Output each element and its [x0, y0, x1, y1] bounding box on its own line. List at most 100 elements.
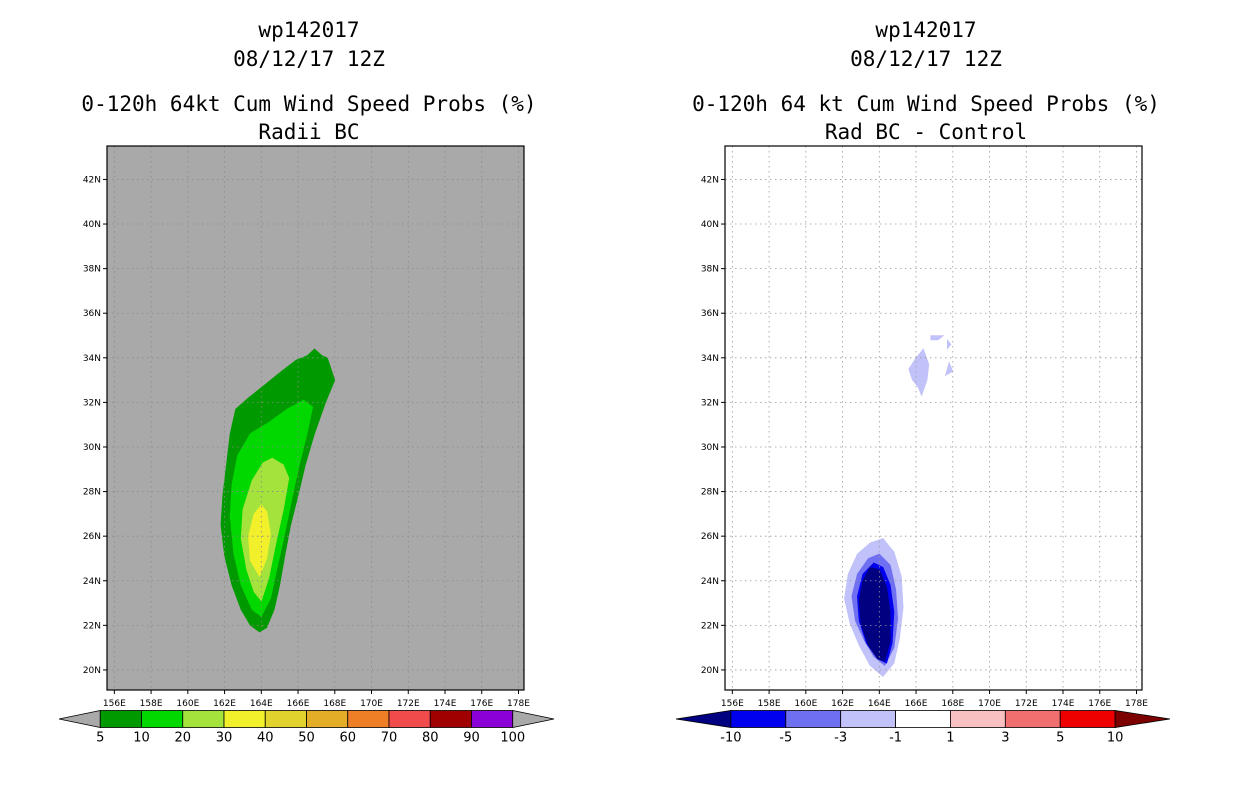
- right-colorbar-swatch: [1004, 710, 1061, 728]
- left-colorbar-swatch: [99, 710, 142, 728]
- left-colorbar-extend-low: [58, 710, 101, 728]
- left-colorbar-swatch: [306, 710, 349, 728]
- left-x-tick-label: 158E: [140, 699, 163, 709]
- left-plot-frame: [106, 145, 525, 691]
- right-colorbar-label: 1: [946, 731, 954, 746]
- left-title-line-3: 0-120h 64kt Cum Wind Speed Probs (%): [81, 92, 537, 116]
- right-colorbar-label: -5: [779, 731, 792, 746]
- right-colorbar-extend-high: [1114, 710, 1171, 728]
- left-y-tick-label: 30N: [83, 443, 101, 453]
- right-colorbar-swatch: [785, 710, 842, 728]
- right-colorbar-label: 3: [1001, 731, 1009, 746]
- right-colorbar-label: -10: [720, 731, 741, 746]
- right-colorbar-swatch: [950, 710, 1006, 728]
- left-colorbar-label: 90: [463, 731, 480, 746]
- left-y-tick-label: 20N: [83, 666, 101, 676]
- left-colorbar-swatch: [141, 710, 184, 728]
- right-y-tick-label: 24N: [701, 577, 719, 587]
- left-colorbar-label: 20: [174, 731, 191, 746]
- left-colorbar-label: 70: [381, 731, 398, 746]
- left-colorbar-swatch: [182, 710, 225, 728]
- left-colorbar-label: 5: [96, 731, 104, 746]
- right-y-tick-label: 40N: [701, 220, 719, 230]
- left-colorbar-swatch: [429, 710, 472, 728]
- left-y-tick-label: 38N: [83, 265, 101, 275]
- right-y-tick-label: 28N: [701, 488, 719, 498]
- left-x-tick-label: 174E: [434, 699, 457, 709]
- right-x-tick-label: 176E: [1088, 699, 1111, 709]
- left-title-line-2: 08/12/17 12Z: [233, 47, 385, 71]
- right-contour-7-level: [858, 567, 891, 662]
- right-colorbar-swatch: [1059, 710, 1116, 728]
- left-y-tick-label: 36N: [83, 309, 101, 319]
- left-colorbar-swatch: [347, 710, 390, 728]
- right-colorbar-label: 10: [1107, 731, 1124, 746]
- right-y-tick-label: 42N: [701, 175, 719, 185]
- right-y-tick-label: 20N: [701, 666, 719, 676]
- right-title-line-3: 0-120h 64 kt Cum Wind Speed Probs (%): [692, 92, 1160, 116]
- left-title-line-4: Radii BC: [258, 120, 360, 144]
- right-y-tick-label: 34N: [701, 354, 719, 364]
- right-colorbar-label: 5: [1056, 731, 1064, 746]
- left-colorbar-swatch: [223, 710, 266, 728]
- left-x-tick-label: 156E: [103, 699, 126, 709]
- right-y-tick-label: 32N: [701, 398, 719, 408]
- right-contour-layer: [844, 335, 954, 678]
- left-y-tick-label: 24N: [83, 577, 101, 587]
- left-colorbar-label: 50: [298, 731, 315, 746]
- right-x-tick-label: 156E: [721, 699, 744, 709]
- right-x-tick-label: 172E: [1015, 699, 1038, 709]
- left-x-tick-label: 178E: [507, 699, 530, 709]
- left-colorbar-swatch: [264, 710, 307, 728]
- right-x-tick-label: 164E: [868, 699, 891, 709]
- right-colorbar-label: -1: [889, 731, 902, 746]
- right-x-tick-label: 158E: [758, 699, 781, 709]
- left-x-tick-label: 160E: [176, 699, 199, 709]
- left-colorbar-label: 100: [500, 731, 525, 746]
- left-y-tick-label: 40N: [83, 220, 101, 230]
- right-y-tick-label: 30N: [701, 443, 719, 453]
- left-contour-3-level: [248, 504, 271, 577]
- right-y-tick-label: 38N: [701, 265, 719, 275]
- right-contour-3-level: [946, 339, 952, 350]
- left-title-line-1: wp142017: [258, 18, 360, 42]
- right-y-tick-label: 36N: [701, 309, 719, 319]
- left-y-tick-label: 22N: [83, 621, 101, 631]
- left-y-tick-label: 32N: [83, 398, 101, 408]
- left-x-tick-label: 166E: [287, 699, 310, 709]
- right-colorbar-swatch: [730, 710, 787, 728]
- right-y-tick-label: 22N: [701, 621, 719, 631]
- right-colorbar-extend-low: [675, 710, 732, 728]
- left-contour-layer: [220, 348, 336, 633]
- left-x-tick-label: 162E: [213, 699, 236, 709]
- right-x-tick-label: 174E: [1052, 699, 1075, 709]
- left-y-tick-label: 34N: [83, 354, 101, 364]
- right-x-tick-label: 168E: [941, 699, 964, 709]
- left-colorbar-label: 40: [257, 731, 274, 746]
- right-colorbar-swatch: [895, 710, 951, 728]
- right-x-tick-label: 170E: [978, 699, 1001, 709]
- right-y-tick-label: 26N: [701, 532, 719, 542]
- left-y-tick-label: 42N: [83, 175, 101, 185]
- left-x-tick-label: 172E: [397, 699, 420, 709]
- left-x-tick-label: 168E: [323, 699, 346, 709]
- left-y-tick-label: 28N: [83, 488, 101, 498]
- left-x-tick-label: 164E: [250, 699, 273, 709]
- left-colorbar-extend-high: [512, 710, 555, 728]
- right-title-line-2: 08/12/17 12Z: [850, 47, 1002, 71]
- left-colorbar-label: 60: [339, 731, 356, 746]
- left-colorbar-swatch: [471, 710, 514, 728]
- right-plot-frame: [724, 145, 1143, 691]
- left-y-tick-label: 26N: [83, 532, 101, 542]
- right-x-tick-label: 160E: [794, 699, 817, 709]
- right-x-tick-label: 178E: [1125, 699, 1148, 709]
- left-colorbar-label: 10: [133, 731, 150, 746]
- right-colorbar-swatch: [840, 710, 896, 728]
- left-x-tick-label: 176E: [470, 699, 493, 709]
- left-colorbar-label: 80: [422, 731, 439, 746]
- left-colorbar-label: 30: [216, 731, 233, 746]
- right-plot-background: [725, 146, 1142, 690]
- right-contour-2-level: [930, 335, 945, 341]
- left-colorbar-swatch: [388, 710, 431, 728]
